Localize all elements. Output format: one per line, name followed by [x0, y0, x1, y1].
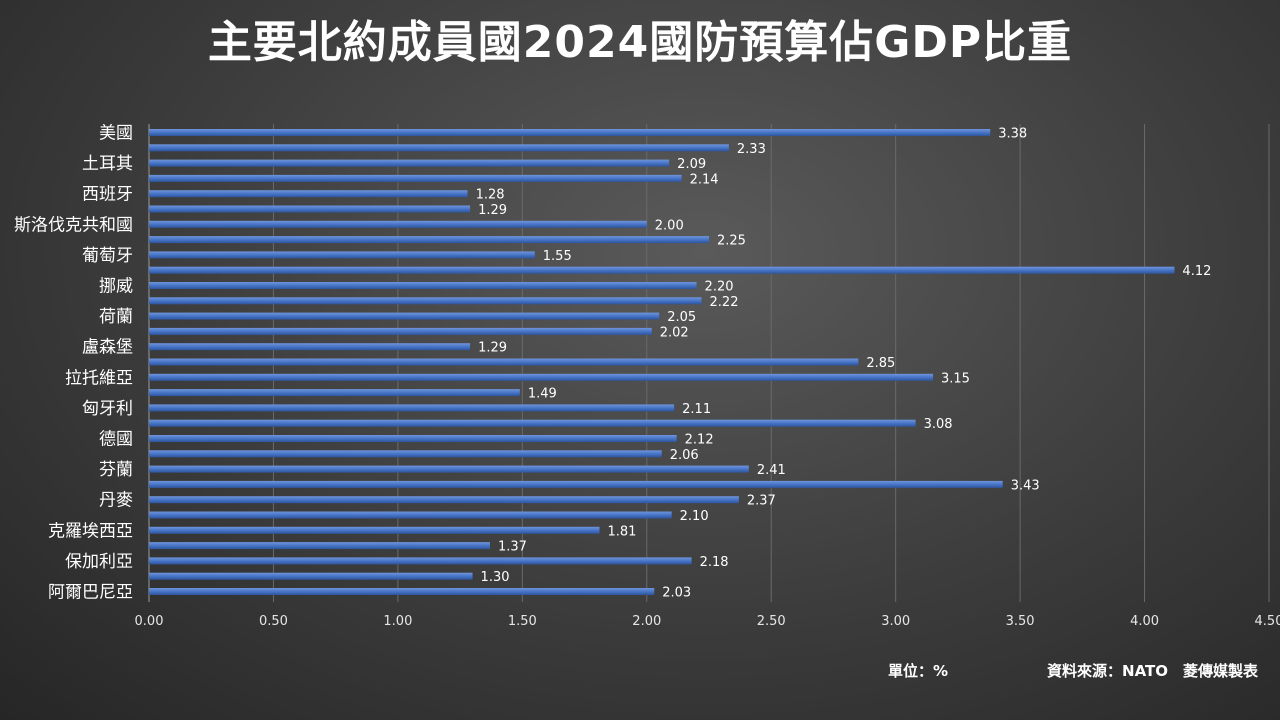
category-label: 保加利亞 [65, 552, 133, 572]
x-tick-label: 1.50 [508, 614, 537, 629]
bar [149, 205, 471, 213]
value-label: 1.49 [528, 387, 557, 402]
bar [149, 404, 675, 412]
bar [149, 511, 672, 519]
bar [149, 129, 991, 136]
unit-label: 單位：% [888, 662, 949, 680]
value-label: 1.55 [543, 249, 572, 264]
bar [149, 159, 670, 167]
value-label: 3.38 [998, 127, 1027, 142]
x-tick-label: 3.00 [881, 614, 910, 629]
bar [149, 465, 749, 473]
category-label: 土耳其 [82, 154, 133, 174]
category-label: 挪威 [99, 277, 133, 297]
bar [149, 496, 739, 504]
value-label: 2.22 [710, 295, 739, 310]
category-label: 克羅埃西亞 [48, 521, 133, 541]
value-label: 2.02 [660, 325, 689, 340]
category-label: 匈牙利 [82, 399, 133, 419]
value-label: 2.03 [662, 586, 691, 601]
x-tick-label: 0.00 [135, 614, 164, 629]
x-tick-label: 0.50 [259, 614, 288, 629]
value-label: 1.29 [478, 203, 507, 218]
value-label: 2.11 [682, 402, 711, 417]
bar [149, 220, 647, 228]
bar [149, 282, 697, 289]
bar [149, 557, 692, 565]
value-label: 1.30 [481, 570, 510, 585]
bar [149, 236, 709, 244]
category-label: 阿爾巴尼亞 [48, 583, 133, 603]
value-label: 2.06 [670, 448, 699, 463]
value-label: 2.37 [747, 494, 776, 509]
x-tick-label: 1.00 [383, 614, 412, 629]
value-label: 2.10 [680, 509, 709, 524]
category-label: 丹麥 [99, 491, 133, 511]
category-label: 德國 [99, 430, 133, 450]
bar [149, 251, 535, 259]
bar [149, 542, 490, 550]
bar [149, 312, 660, 320]
bar [149, 373, 933, 381]
bar [149, 419, 916, 427]
bar [149, 450, 662, 458]
value-label: 3.43 [1011, 478, 1040, 493]
value-label: 2.05 [667, 310, 696, 325]
bar [149, 266, 1175, 274]
x-tick-label: 4.50 [1255, 614, 1280, 629]
value-label: 2.85 [866, 356, 895, 371]
value-label: 2.18 [700, 555, 729, 570]
bar [149, 572, 473, 580]
value-label: 2.14 [690, 172, 719, 187]
bar [149, 435, 677, 442]
category-label: 美國 [99, 124, 133, 144]
category-label: 葡萄牙 [82, 246, 133, 266]
bar [149, 480, 1003, 488]
x-tick-label: 2.00 [632, 614, 661, 629]
bar [149, 358, 859, 366]
bar [149, 327, 652, 335]
x-tick-label: 4.00 [1130, 614, 1159, 629]
x-tick-label: 2.50 [757, 614, 786, 629]
bar [149, 144, 729, 152]
x-tick-label: 3.50 [1006, 614, 1035, 629]
value-label: 2.12 [685, 433, 714, 448]
value-label: 1.28 [476, 188, 505, 203]
bar [149, 343, 471, 351]
category-label: 荷蘭 [99, 307, 133, 327]
value-label: 2.41 [757, 463, 786, 478]
category-label: 西班牙 [82, 185, 133, 205]
value-label: 1.29 [478, 341, 507, 356]
bar [149, 588, 655, 595]
value-label: 2.25 [717, 234, 746, 249]
value-label: 2.09 [677, 157, 706, 172]
category-label: 斯洛伐克共和國 [14, 215, 133, 235]
value-label: 2.33 [737, 142, 766, 157]
value-label: 2.20 [705, 280, 734, 295]
chart-title: 主要北約成員國2024國防預算佔GDP比重 [207, 17, 1073, 68]
source-label: 資料來源：NATO 菱傳媒製表 [1047, 662, 1258, 680]
category-label: 盧森堡 [82, 338, 133, 358]
value-label: 2.00 [655, 218, 684, 233]
value-label: 1.37 [498, 540, 527, 555]
bar [149, 190, 468, 198]
value-label: 1.81 [607, 524, 636, 539]
value-label: 3.15 [941, 371, 970, 386]
bar [149, 297, 702, 305]
category-label: 拉托維亞 [65, 368, 133, 388]
value-label: 3.08 [924, 417, 953, 432]
bar [149, 174, 682, 182]
bar [149, 526, 600, 534]
value-label: 4.12 [1182, 264, 1211, 279]
category-label: 芬蘭 [99, 460, 133, 480]
bar [149, 389, 520, 397]
